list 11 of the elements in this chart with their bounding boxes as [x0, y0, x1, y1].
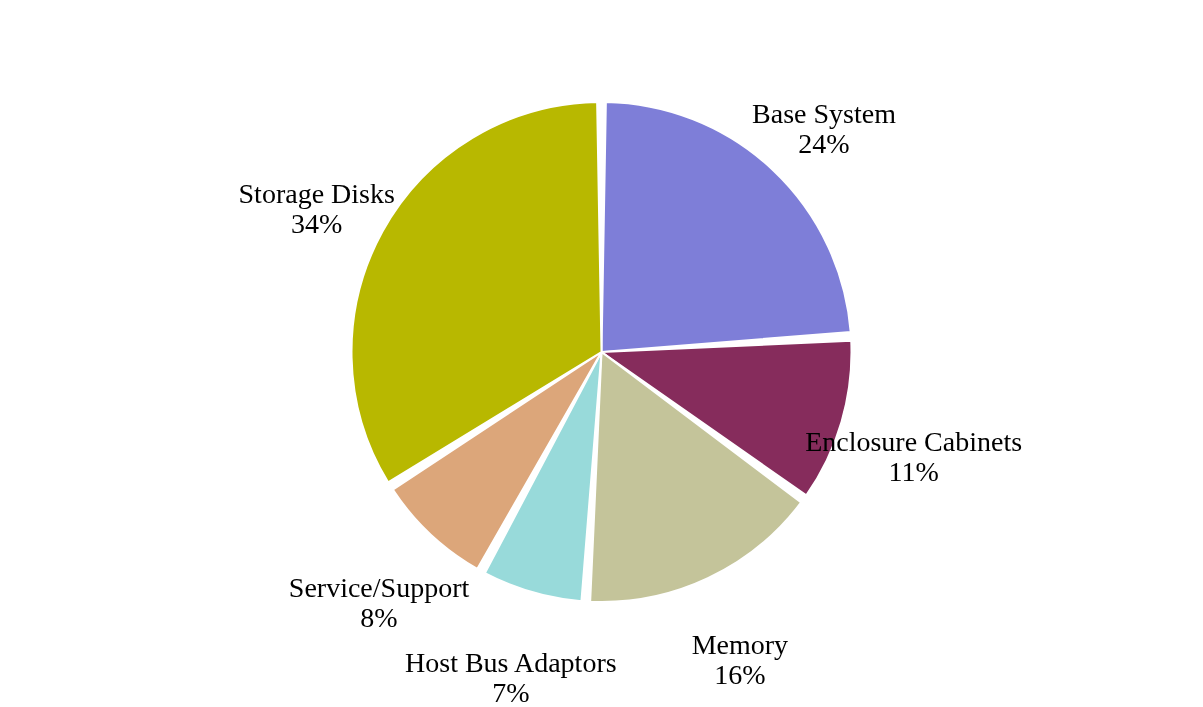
slice-label: Base System [752, 98, 897, 130]
data-label: 16% [714, 659, 766, 691]
slice-label: Host Bus Adaptors [405, 647, 617, 679]
data-label: 34% [291, 208, 343, 240]
data-label: 8% [360, 601, 398, 633]
data-label: 24% [798, 128, 850, 160]
slice-label: Memory [691, 629, 789, 661]
slice-label: Service/Support [288, 571, 470, 603]
data-label: 11% [888, 455, 939, 487]
data-label: 7% [492, 677, 530, 707]
slice-label: Storage Disks [238, 178, 395, 210]
